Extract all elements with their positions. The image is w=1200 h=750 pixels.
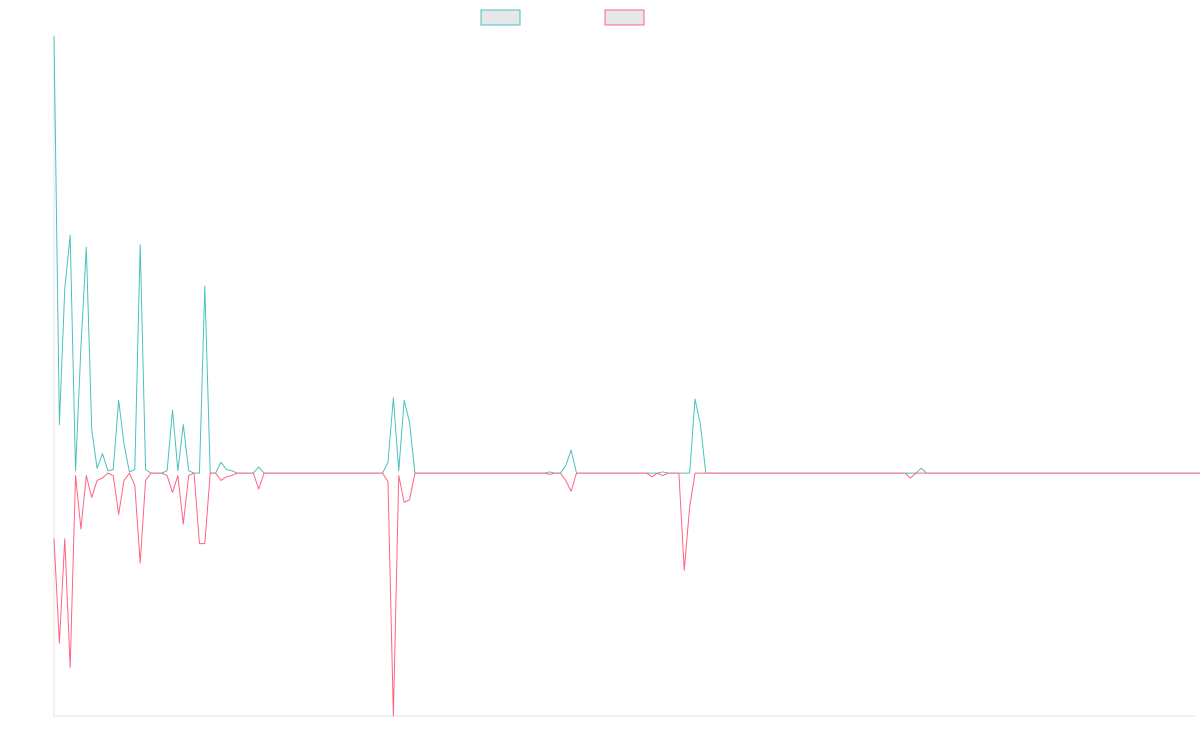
series-line-1 bbox=[53, 35, 1200, 474]
series-line-2 bbox=[53, 472, 1200, 717]
series-layer bbox=[53, 35, 1200, 717]
axes bbox=[53, 36, 1196, 717]
legend-swatch-series-1[interactable] bbox=[480, 9, 521, 26]
legend-swatch-series-2[interactable] bbox=[604, 9, 645, 26]
legend bbox=[480, 9, 645, 26]
